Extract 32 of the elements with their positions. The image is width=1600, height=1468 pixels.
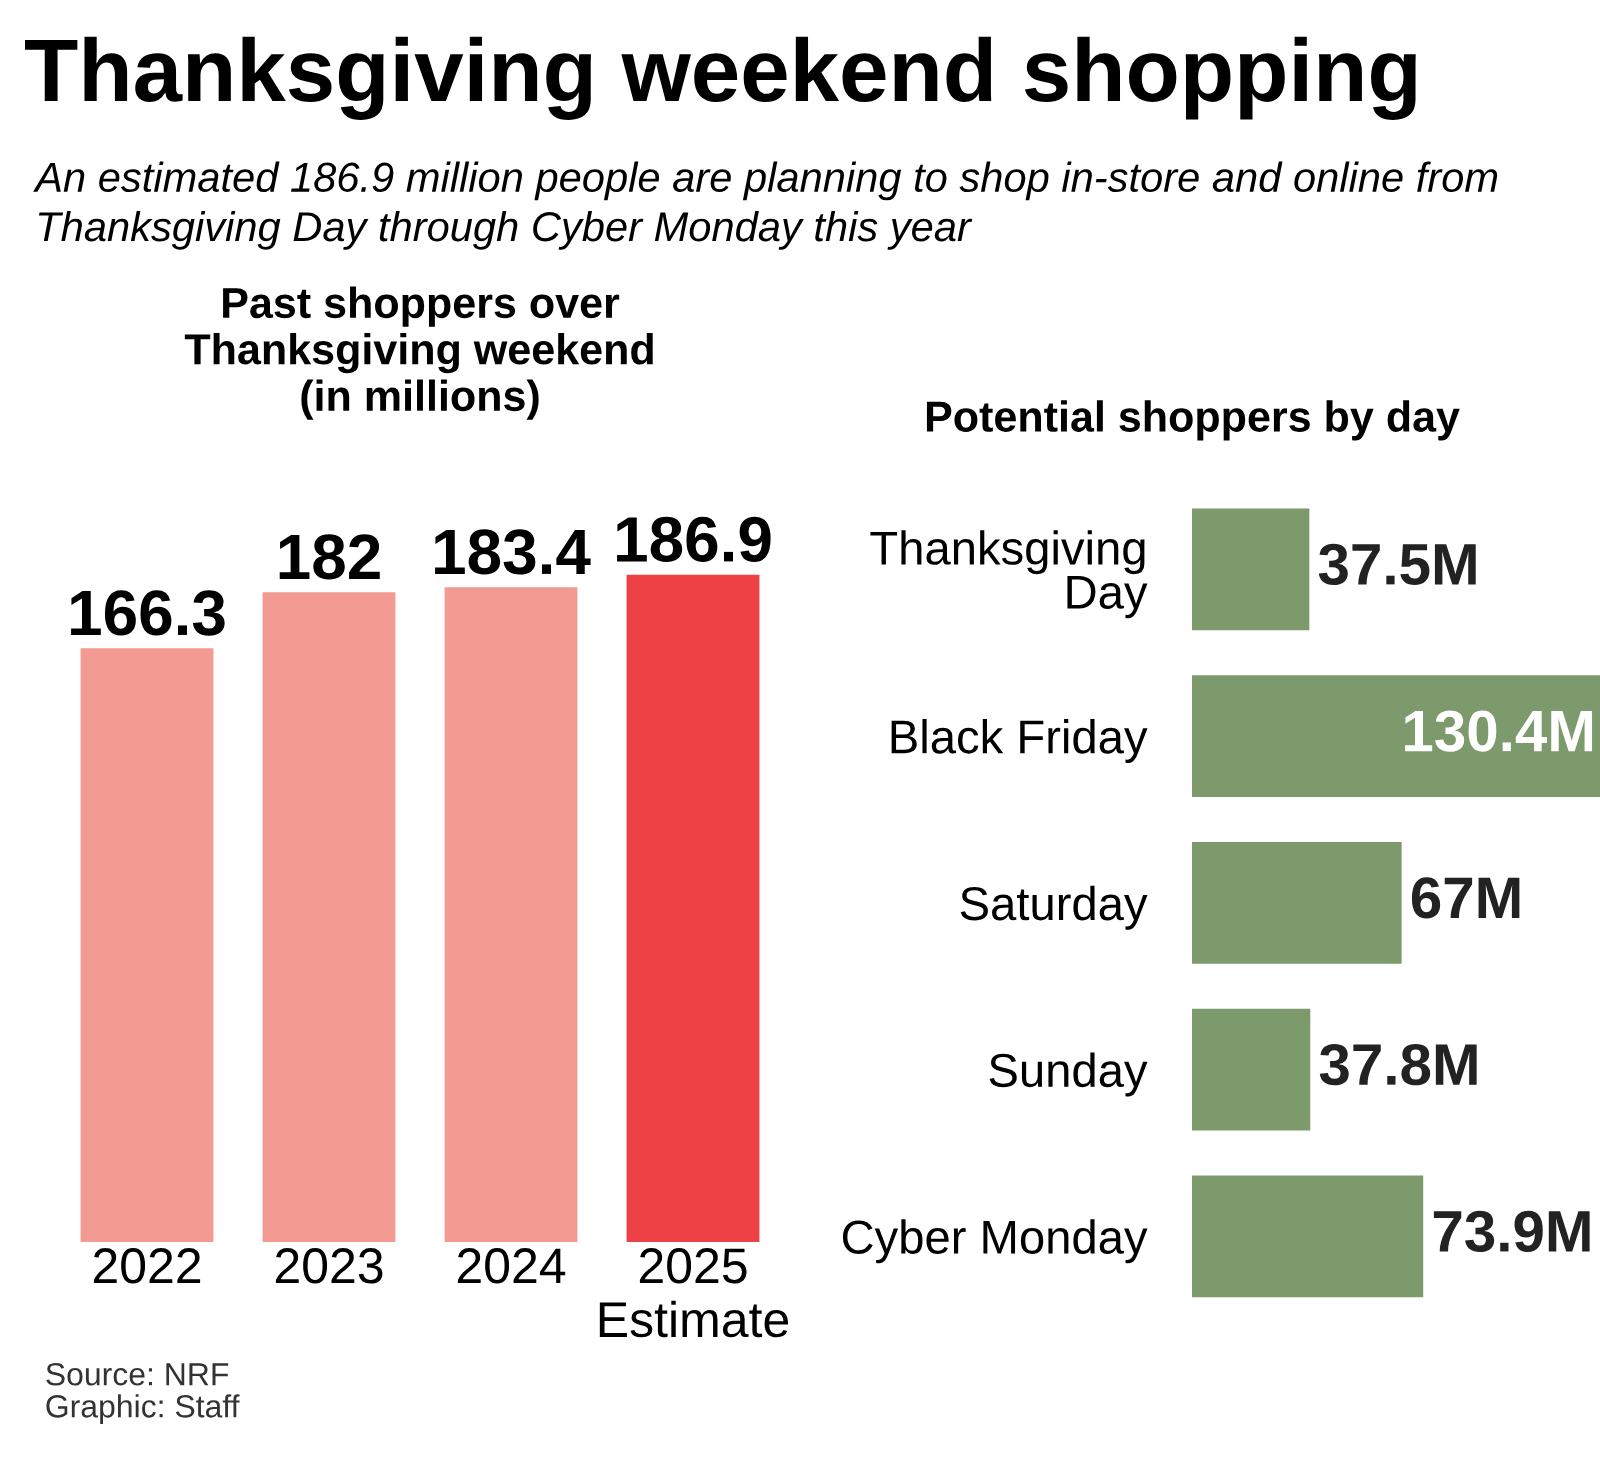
chart-title: Potential shoppers by day (926, 400, 1460, 441)
bar (626, 574, 760, 1242)
text: An estimated 186.9 million people are planning to shop in-store and online from Thanksgiving Day through Cyber Monday this year (33, 161, 1498, 250)
data-label: 73.9M (1433, 1210, 1590, 1253)
data-label: 182 (279, 534, 380, 580)
data-label: 130.4M (1405, 710, 1593, 752)
data-label: 67M (1411, 877, 1520, 919)
x-tick-label: 2025 Estimate (599, 1248, 789, 1338)
bar (1192, 1008, 1311, 1131)
bar (444, 587, 578, 1242)
x-tick-label: 2022 (93, 1248, 201, 1284)
data-label: 37.5M (1318, 543, 1476, 586)
data-label: 166.3 (71, 590, 225, 636)
bar (262, 592, 396, 1242)
text: Thanksgiving weekend shopping (25, 36, 1416, 120)
y-tick-label: Sunday (989, 1052, 1148, 1097)
x-tick-label: 2023 (275, 1248, 383, 1284)
y-tick-label: Cyber Monday (842, 1219, 1148, 1264)
bar (1192, 675, 1600, 797)
bar (1192, 1175, 1424, 1298)
source-note: Source: NRF Graphic: Staff (46, 1362, 240, 1424)
y-tick-label: Thanksgiving Day (870, 530, 1148, 619)
bar (1192, 508, 1310, 631)
x-tick-label: 2024 (457, 1248, 566, 1284)
bar (80, 648, 214, 1242)
data-label: 183.4 (435, 529, 591, 575)
chart-title: Past shoppers over Thanksgiving weekend (in millions) (184, 286, 653, 420)
y-tick-label: Saturday (960, 885, 1148, 930)
y-tick-label: Black Friday (891, 718, 1148, 763)
data-label: 37.8M (1319, 1043, 1477, 1086)
data-label: 186.9 (617, 516, 771, 563)
bar (1192, 841, 1402, 964)
